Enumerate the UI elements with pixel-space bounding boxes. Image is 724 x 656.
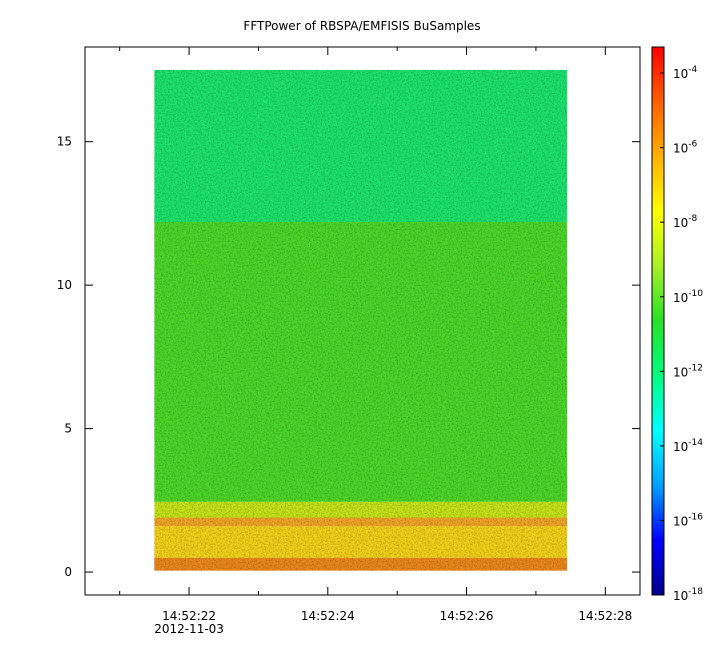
colorbar-tick-label-6: 10-16 (673, 512, 703, 528)
chart-title: FFTPower of RBSPA/EMFISIS BuSamples (243, 19, 480, 33)
y-tick-label-0: 0 (64, 565, 72, 579)
colorbar-tick-label-7: 10-18 (673, 587, 703, 603)
x-tick-label-3: 14:52:28 (578, 609, 632, 623)
colorbar-tick-label-2: 10-8 (673, 214, 698, 230)
x-tick-label-2: 14:52:26 (440, 609, 494, 623)
spectrogram-band-2 (154, 517, 568, 527)
x-tick-label-0: 14:52:22 (162, 609, 216, 623)
colorbar (651, 46, 665, 596)
x-tick-label-1: 14:52:24 (301, 609, 355, 623)
spectrogram-band-5 (154, 69, 568, 223)
y-axis: 0 5 10 15 (57, 135, 640, 579)
y-tick-label-2: 10 (57, 278, 72, 292)
colorbar-axis: 10-4 10-6 10-8 10-10 10-12 10-14 10-16 10-18 (660, 65, 703, 603)
spectrogram-band-3 (154, 501, 568, 518)
colorbar-tick-label-3: 10-10 (673, 289, 703, 305)
x-tick-sublabel-0: 2012-11-03 (154, 622, 224, 636)
spectrogram (154, 69, 568, 571)
colorbar-tick-label-5: 10-14 (673, 438, 703, 454)
colorbar-tick-label-4: 10-12 (673, 363, 703, 379)
spectrogram-band-1 (154, 526, 568, 558)
colorbar-tick-label-0: 10-4 (673, 65, 698, 81)
spectrogram-band-4 (154, 222, 568, 502)
y-tick-label-3: 15 (57, 135, 72, 149)
y-tick-label-1: 5 (64, 422, 72, 436)
colorbar-tick-label-1: 10-6 (673, 140, 698, 156)
spectrogram-band-0 (154, 557, 568, 571)
